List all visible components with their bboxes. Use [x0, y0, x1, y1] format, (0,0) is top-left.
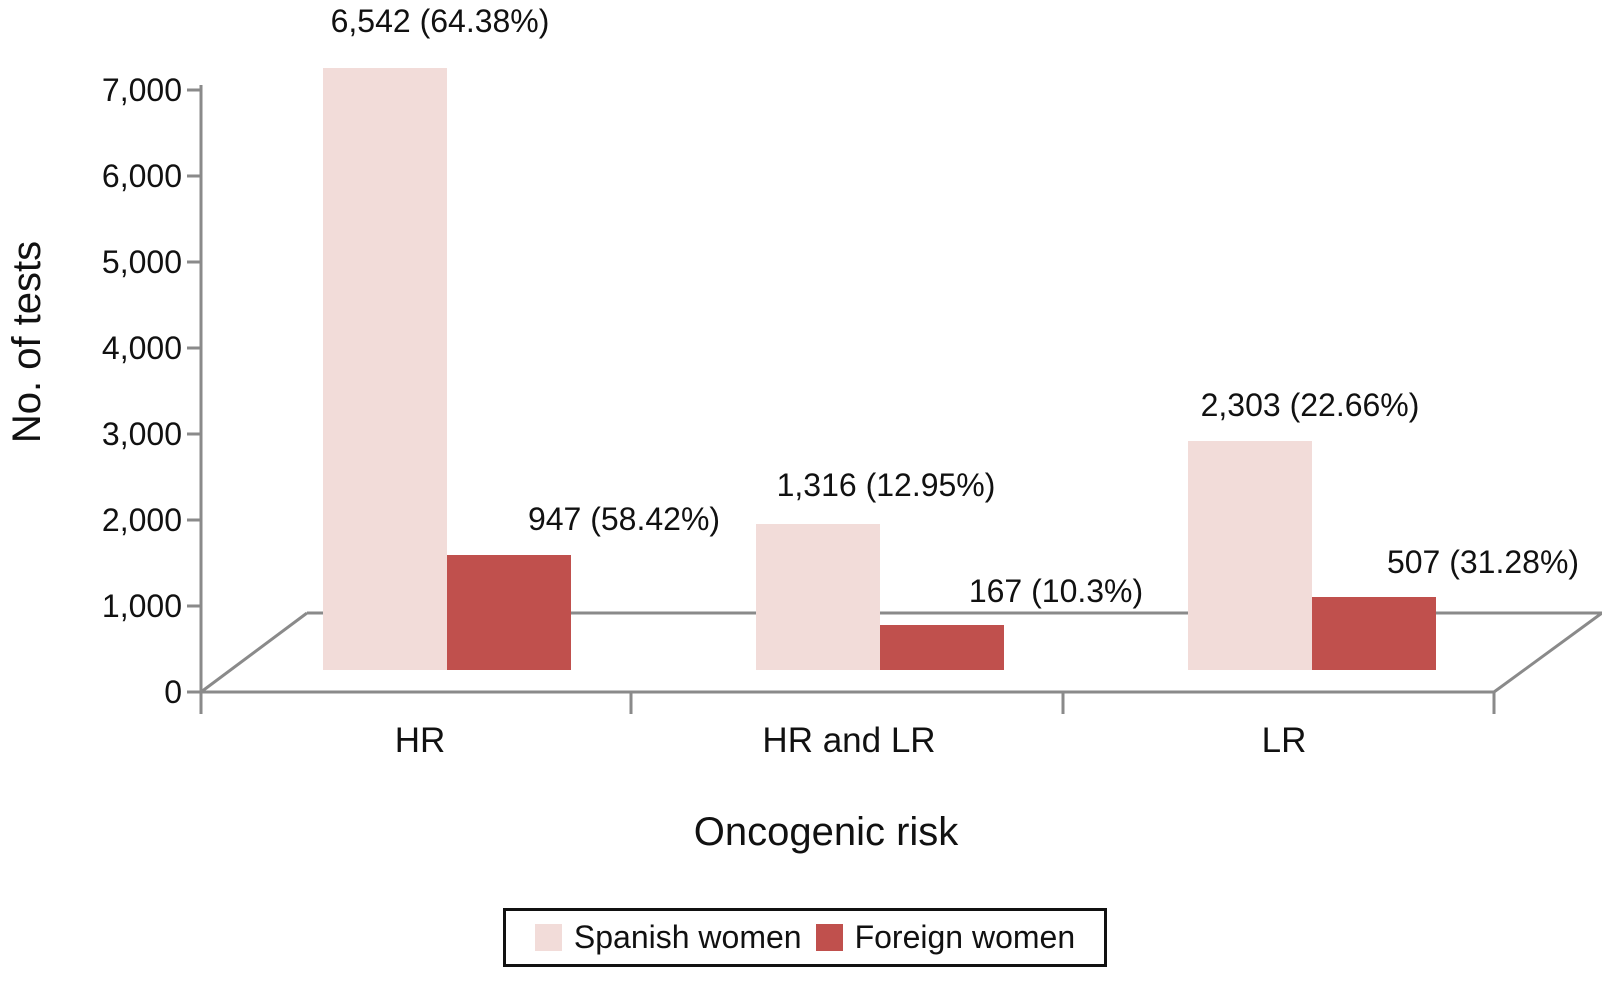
- data-label-spanish-women-lr: 2,303 (22.66%): [1201, 387, 1420, 423]
- bar-spanish-women-hr-and-lr: [756, 524, 880, 670]
- bar-foreign-women-hr: [447, 555, 571, 670]
- y-tick-label-5-000: 5,000: [102, 244, 182, 280]
- legend-label-spanish-women: Spanish women: [573, 919, 802, 955]
- chart-plot-area: 0 1,000 2,000 3,000 4,000 5,000 6,000 7,000 6,54…: [102, 3, 1602, 760]
- y-tick-label-7-000: 7,000: [102, 72, 182, 108]
- y-axis-title: No. of tests: [5, 241, 49, 443]
- legend-item-foreign-women: Foreign women: [815, 919, 1076, 956]
- category-label-lr: LR: [1262, 721, 1307, 760]
- category-label-hr: HR: [395, 721, 446, 760]
- data-label-spanish-women-hr: 6,542 (64.38%): [331, 3, 550, 39]
- floor-left-diagonal: [200, 611, 308, 694]
- legend: Spanish women Foreign women: [503, 908, 1107, 967]
- x-axis-title: Oncogenic risk: [694, 810, 960, 854]
- y-tick-label-1-000: 1,000: [102, 588, 182, 624]
- data-label-spanish-women-hr-and-lr: 1,316 (12.95%): [777, 467, 996, 503]
- legend-item-spanish-women: Spanish women: [534, 919, 802, 956]
- category-label-hr-and-lr: HR and LR: [762, 721, 935, 760]
- legend-swatch-foreign-women-icon: [815, 924, 843, 951]
- legend-label-foreign-women: Foreign women: [854, 919, 1076, 955]
- bar-spanish-women-lr: [1188, 441, 1312, 670]
- data-label-foreign-women-hr: 947 (58.42%): [528, 501, 720, 537]
- floor-right-diagonal: [1493, 611, 1602, 694]
- legend-swatch-spanish-women-icon: [534, 924, 562, 951]
- y-tick-label-6-000: 6,000: [102, 158, 182, 194]
- y-tick-label-0: 0: [164, 674, 182, 710]
- data-label-foreign-women-hr-and-lr: 167 (10.3%): [969, 573, 1143, 609]
- y-tick-label-4-000: 4,000: [102, 330, 182, 366]
- y-tick-label-2-000: 2,000: [102, 502, 182, 538]
- data-label-foreign-women-lr: 507 (31.28%): [1387, 544, 1579, 580]
- bar-spanish-women-hr: [323, 68, 447, 670]
- bar-foreign-women-lr: [1312, 597, 1436, 670]
- y-tick-label-3-000: 3,000: [102, 416, 182, 452]
- bar-foreign-women-hr-and-lr: [880, 625, 1004, 670]
